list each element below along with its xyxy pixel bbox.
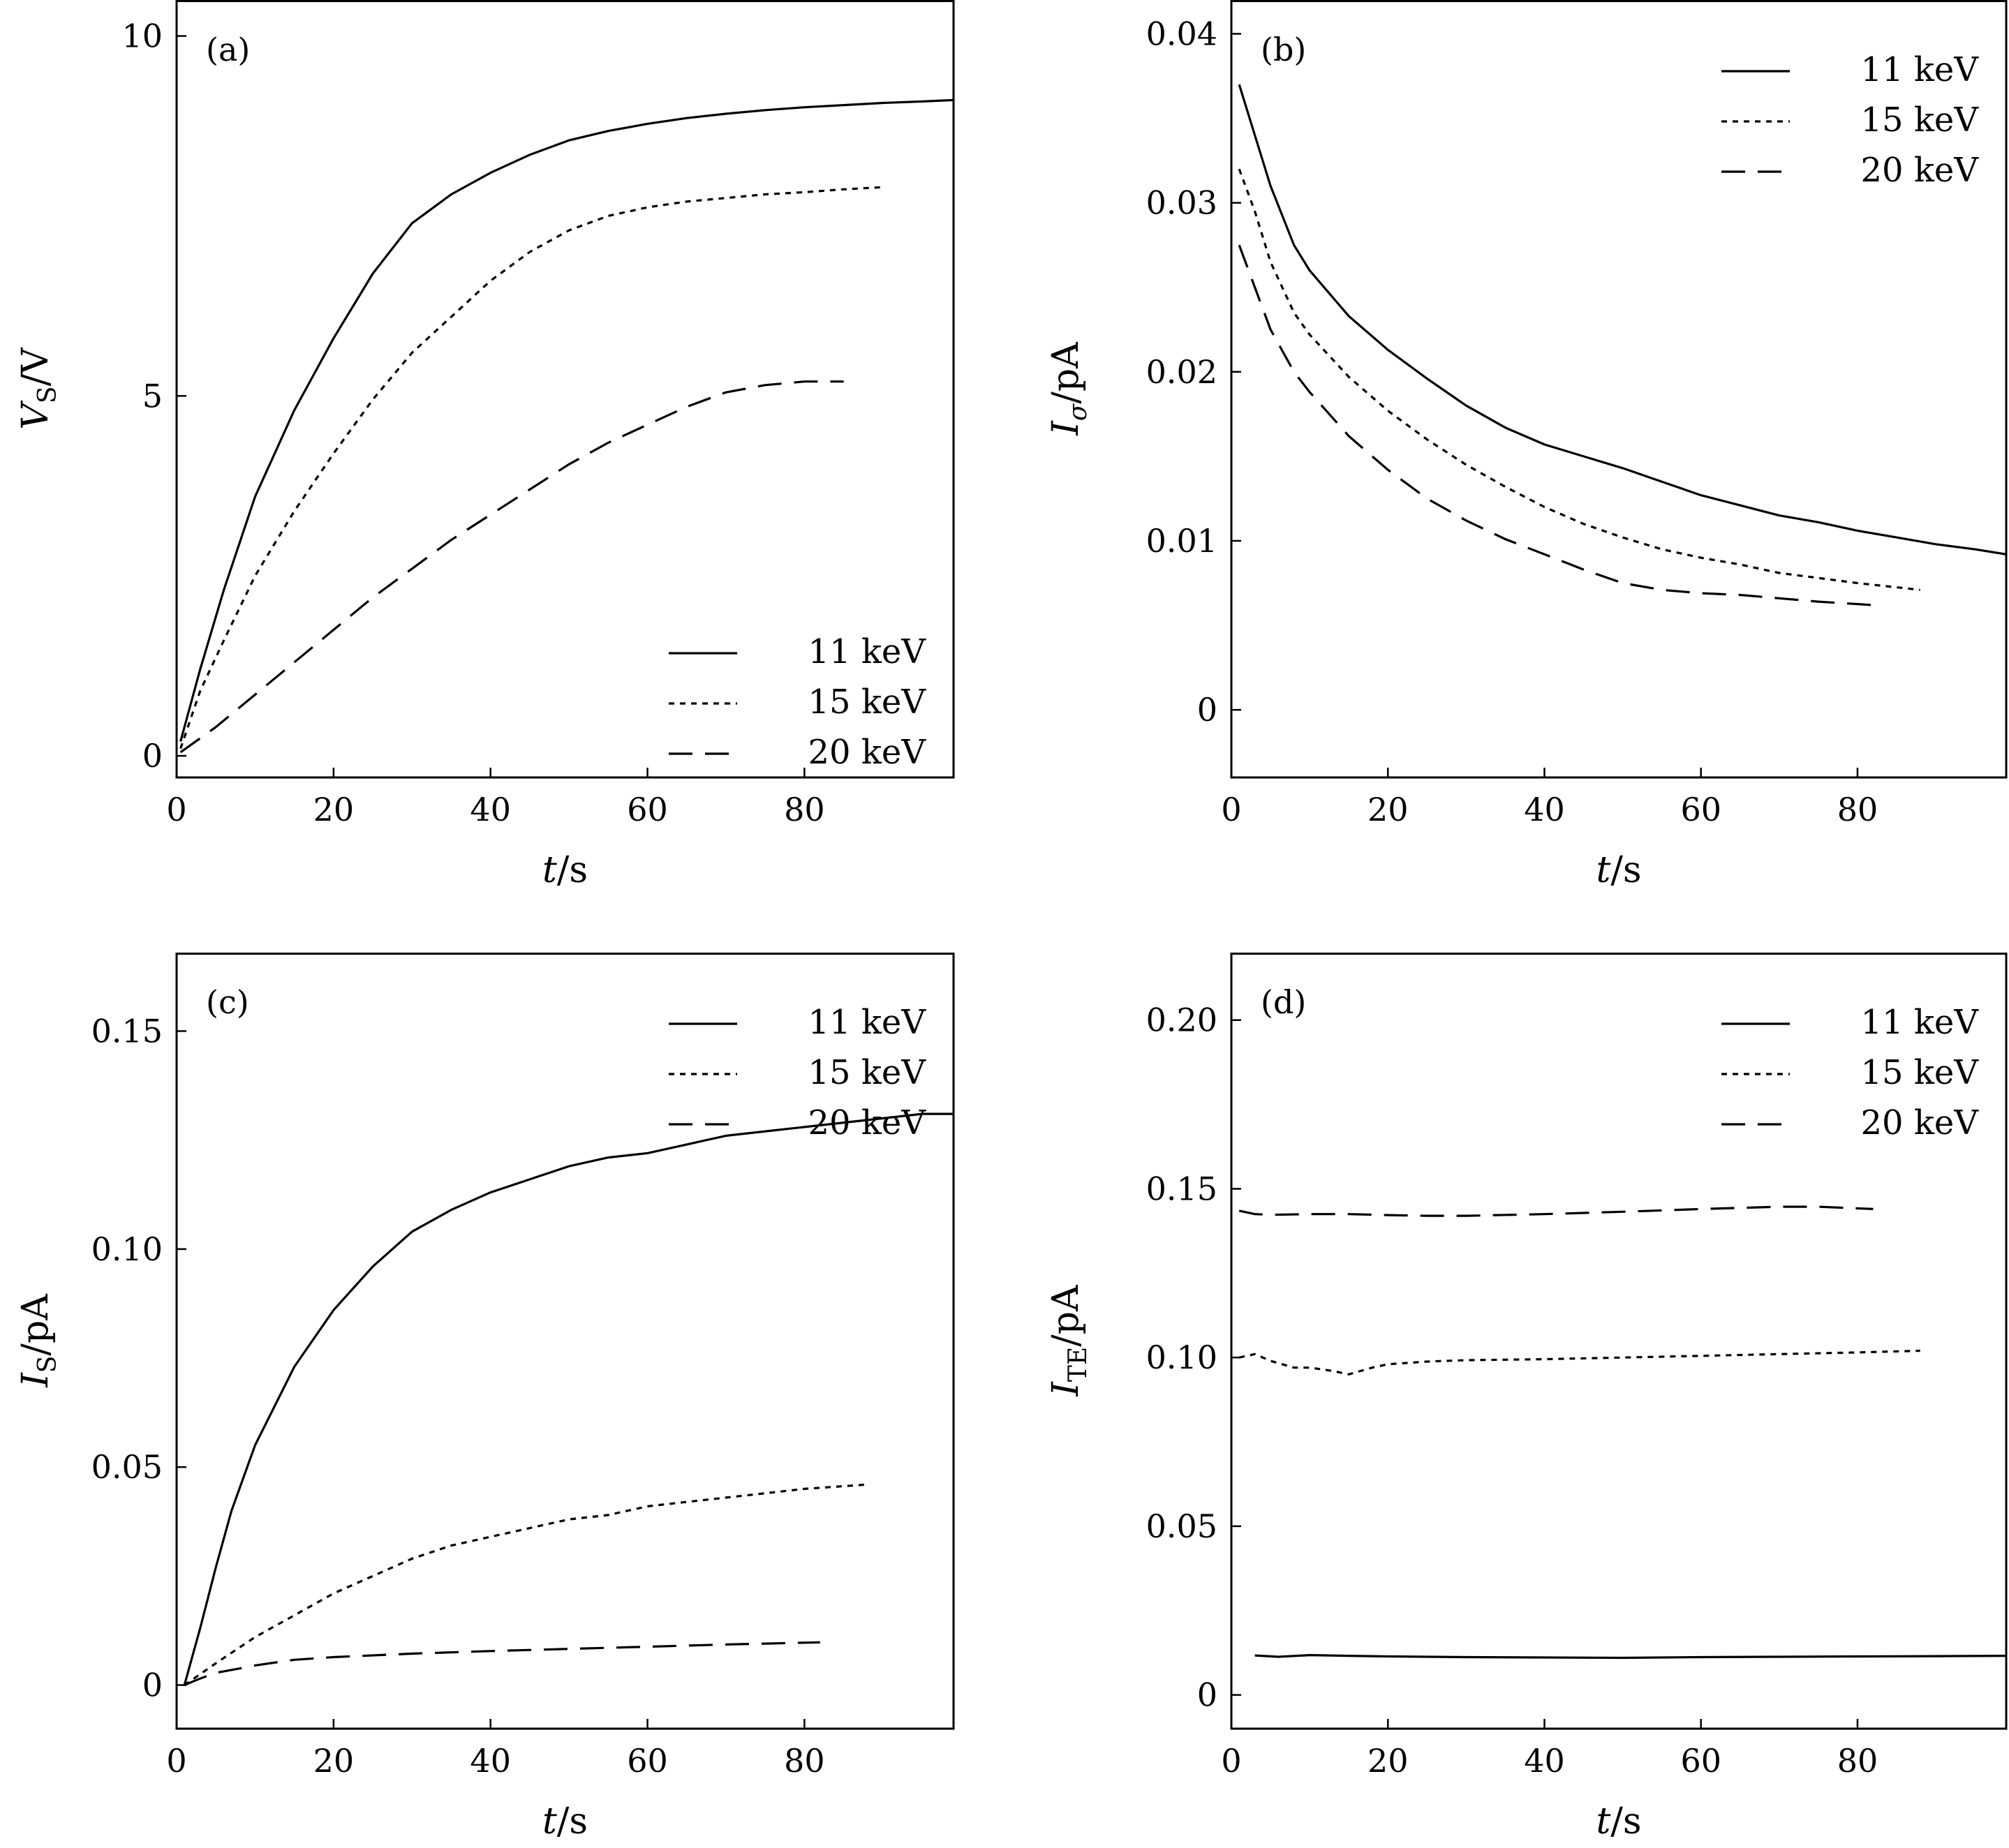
series-line-20-kev	[1238, 244, 1874, 606]
y-tick-label: 0.15	[91, 1012, 163, 1050]
x-axis-label: t/s	[542, 849, 588, 891]
panel-label: (d)	[1261, 983, 1306, 1021]
plot-frame	[175, 0, 955, 779]
series-line-20-kev	[1238, 1205, 1874, 1217]
y-axis-label: Iσ/pA	[1045, 341, 1092, 436]
x-tick-label: 0	[1221, 1742, 1241, 1780]
legend-entry: 11 keV	[808, 1003, 927, 1042]
legend-entry: 20 keV	[1861, 151, 1980, 190]
x-tick-label: 20	[313, 1742, 355, 1780]
y-tick-label: 0.03	[1146, 184, 1217, 222]
x-tick-label: 60	[627, 791, 668, 828]
y-tick-label: 5	[142, 377, 163, 415]
series-line-15-kev	[1238, 168, 1920, 591]
x-tick-label: 40	[1524, 1742, 1565, 1780]
y-tick-label: 0	[1197, 691, 1217, 729]
legend-entry: 20 keV	[808, 733, 927, 772]
y-axis-label: ITE/pA	[1045, 1284, 1092, 1397]
series-line-11-kev	[183, 1112, 954, 1685]
y-tick-label: 0.04	[1146, 15, 1217, 52]
legend: 11 keV 15 keV 20 keV	[669, 1003, 926, 1142]
y-tick-label: 10	[121, 17, 163, 55]
x-tick-label: 80	[1837, 1742, 1878, 1780]
y-tick-label: 0	[142, 1667, 163, 1704]
panel-b: 0 20 40 60 80 0 0.01 0.02 0.03 0.04 t/s Iσ/pA (b) 11 …	[1045, 0, 2008, 891]
legend-entry: 11 keV	[1861, 50, 1980, 89]
x-tick-label: 80	[784, 1742, 825, 1780]
x-tick-label: 60	[1680, 791, 1721, 828]
panel-d: 0 20 40 60 80 0 0.05 0.10 0.15 0.20 t/s ITE/pA (d) 11…	[1045, 953, 2008, 1842]
series-line-11-kev	[1238, 84, 2006, 556]
x-axis-label: t/s	[542, 1801, 588, 1842]
series-line-15-kev	[184, 1483, 868, 1686]
x-tick-label: 20	[1367, 791, 1409, 828]
y-tick-label: 0.05	[91, 1448, 163, 1486]
series-line-15-kev	[179, 186, 883, 750]
x-tick-label: 40	[470, 791, 511, 828]
y-tick-label: 0.02	[1146, 353, 1217, 391]
x-tick-label: 0	[166, 1742, 186, 1780]
x-tick-label: 60	[627, 1742, 668, 1780]
y-tick-label: 0	[1197, 1676, 1217, 1714]
y-axis-label: IS/pA	[15, 1293, 62, 1388]
series-line-11-kev	[1254, 1654, 2006, 1660]
panel-label: (a)	[206, 31, 250, 68]
x-tick-label: 60	[1680, 1742, 1721, 1780]
legend-entry: 20 keV	[1861, 1103, 1980, 1142]
legend: 11 keV 15 keV 20 keV	[669, 632, 926, 772]
plot-frame	[1230, 0, 2008, 779]
legend-entry: 15 keV	[808, 1053, 927, 1092]
y-tick-label: 0.20	[1146, 1001, 1217, 1039]
x-tick-label: 40	[1524, 791, 1565, 828]
x-tick-label: 80	[1837, 791, 1878, 828]
x-tick-label: 0	[1221, 791, 1241, 828]
x-tick-label: 0	[166, 791, 186, 828]
y-tick-label: 0	[142, 737, 163, 775]
y-axis-label: VS/V	[15, 347, 62, 430]
panel-a: 0 20 40 60 80 0 5 10 t/s VS/V (a) 11 keV 15 keV 20 ke…	[15, 0, 955, 891]
y-tick-label: 0.10	[91, 1230, 163, 1268]
series-line-20-kev	[179, 380, 844, 754]
y-tick-label: 0.10	[1146, 1339, 1217, 1376]
legend: 11 keV 15 keV 20 keV	[1721, 1003, 1979, 1142]
x-axis-label: t/s	[1596, 1801, 1641, 1842]
series-line-15-kev	[1238, 1349, 1920, 1376]
plot-frame	[175, 953, 955, 1730]
panel-label: (b)	[1261, 31, 1306, 68]
legend-entry: 20 keV	[808, 1103, 927, 1142]
legend-entry: 11 keV	[1861, 1003, 1980, 1042]
x-tick-label: 20	[1367, 1742, 1409, 1780]
legend-entry: 11 keV	[808, 632, 927, 671]
x-tick-label: 40	[470, 1742, 511, 1780]
legend-entry: 15 keV	[1861, 100, 1980, 140]
x-tick-label: 20	[313, 791, 355, 828]
series-line-11-kev	[179, 98, 954, 742]
y-tick-label: 0.01	[1146, 522, 1217, 560]
plot-frame	[1230, 953, 2008, 1730]
x-axis-label: t/s	[1596, 849, 1641, 891]
legend: 11 keV 15 keV 20 keV	[1721, 50, 1979, 190]
y-tick-label: 0.15	[1146, 1170, 1217, 1207]
legend-entry: 15 keV	[1861, 1053, 1980, 1092]
legend-entry: 15 keV	[808, 683, 927, 722]
panel-label: (c)	[206, 983, 249, 1021]
series-line-20-kev	[184, 1641, 820, 1686]
y-tick-label: 0.05	[1146, 1507, 1217, 1545]
x-tick-label: 80	[784, 791, 825, 828]
